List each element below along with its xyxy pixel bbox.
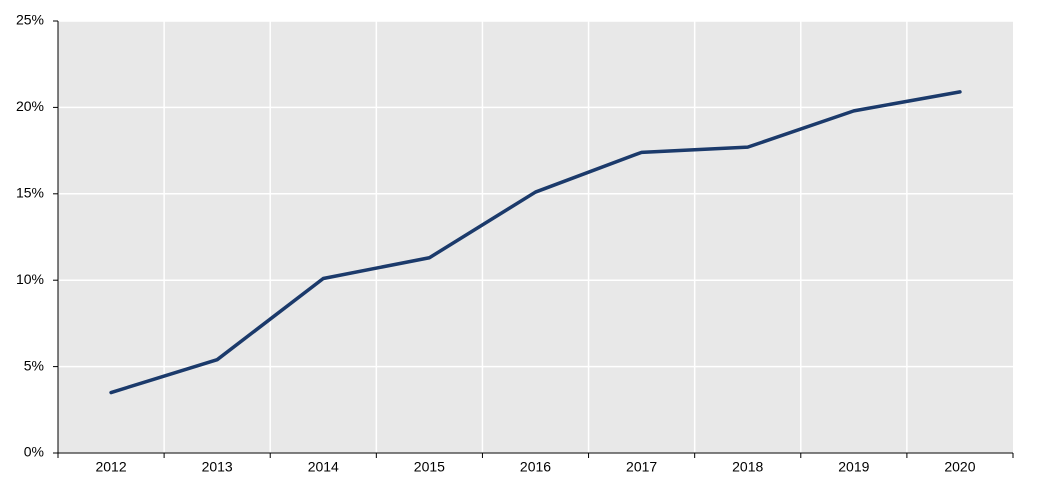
x-tick-label: 2019 xyxy=(838,459,869,475)
y-tick-label: 0% xyxy=(24,444,44,460)
x-tick-label: 2016 xyxy=(520,459,551,475)
x-tick-label: 2014 xyxy=(308,459,339,475)
x-tick-label: 2020 xyxy=(944,459,975,475)
x-tick-label: 2012 xyxy=(95,459,126,475)
y-tick-label: 20% xyxy=(16,98,44,114)
x-tick-label: 2017 xyxy=(626,459,657,475)
y-tick-label: 25% xyxy=(16,12,44,28)
y-tick-label: 15% xyxy=(16,185,44,201)
plot-background xyxy=(58,21,1013,453)
x-tick-label: 2015 xyxy=(414,459,445,475)
y-tick-label: 5% xyxy=(24,357,44,373)
x-tick-label: 2013 xyxy=(202,459,233,475)
data-line xyxy=(109,90,962,395)
x-tick-label: 2018 xyxy=(732,459,763,475)
y-tick-label: 10% xyxy=(16,271,44,287)
